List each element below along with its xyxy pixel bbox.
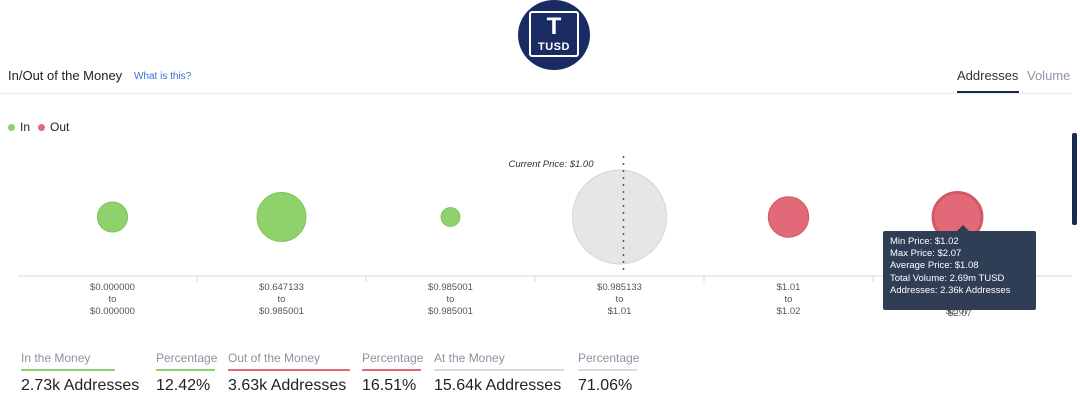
bucket-tooltip: Min Price: $1.02 Max Price: $2.07 Averag… <box>883 231 1036 310</box>
stat-at-percentage: Percentage 71.06% <box>578 351 639 395</box>
tooltip-addresses: Addresses: 2.36k Addresses <box>890 284 1011 296</box>
stat-in-percentage-label: Percentage <box>156 351 217 371</box>
tooltip-arrow <box>957 225 969 231</box>
stat-at-percentage-label: Percentage <box>578 351 639 371</box>
legend-out-label: Out <box>50 120 70 134</box>
bucket-6-to-visible: $2.07 <box>948 308 972 319</box>
stat-out-percentage-label: Percentage <box>362 351 423 371</box>
bucket-to-word: to <box>785 294 793 305</box>
legend-item-in[interactable]: In <box>8 120 30 134</box>
what-is-this-link[interactable]: What is this? <box>134 71 192 82</box>
bubble-at <box>572 169 667 265</box>
bucket-to-word: to <box>278 294 286 305</box>
stat-out-percentage-value: 16.51% <box>362 377 417 394</box>
stat-out-of-the-money-label: Out of the Money <box>228 351 350 371</box>
bucket-to-word: to <box>447 294 455 305</box>
legend-item-out[interactable]: Out <box>38 120 69 134</box>
stat-in-the-money-value: 2.73k Addresses <box>21 377 140 394</box>
legend-out-dot <box>38 123 46 131</box>
bucket-to-label: $1.02 <box>777 306 801 317</box>
tab-addresses[interactable]: Addresses <box>957 68 1019 83</box>
bucket-to-label: $0.985001 <box>428 306 473 317</box>
bubble-in <box>96 201 129 233</box>
page-title: In/Out of the Money <box>8 68 123 83</box>
logo-mark: T TUSD <box>529 11 579 57</box>
legend-in-dot <box>8 123 15 131</box>
scrollbar[interactable] <box>1072 133 1077 225</box>
logo-text: TUSD <box>538 41 570 53</box>
chart-legend: In Out <box>8 120 77 134</box>
stat-out-percentage: Percentage 16.51% <box>362 351 423 395</box>
stat-out-of-the-money-value: 3.63k Addresses <box>228 377 347 394</box>
bucket-from-label: $0.985133 <box>597 282 642 293</box>
stat-in-percentage: Percentage 12.42% <box>156 351 217 395</box>
bucket-to-word: to <box>616 294 624 305</box>
header-divider <box>0 93 1072 94</box>
current-price-annotation: Current Price: $1.00 <box>508 159 594 170</box>
stat-in-the-money-label: In the Money <box>21 351 115 371</box>
bucket-from-label: $1.01 <box>777 282 801 293</box>
tooltip-average-price: Average Price: $1.08 <box>890 260 979 272</box>
bucket-to-label: $1.01 <box>608 306 632 317</box>
bucket-to-label: $0.985001 <box>259 306 304 317</box>
tooltip-max-price: Max Price: $2.07 <box>890 248 962 260</box>
tab-volume[interactable]: Volume <box>1027 68 1071 83</box>
bubble-in <box>256 192 307 242</box>
bucket-from-label: $0.647133 <box>259 282 304 293</box>
in-out-money-chart: $0.000000to$0.000000$0.647133to$0.985001… <box>18 156 1072 317</box>
tooltip-min-price: Min Price: $1.02 <box>890 236 959 247</box>
stat-at-the-money: At the Money 15.64k Addresses <box>434 351 564 395</box>
bucket-to-word: to <box>109 294 117 305</box>
stat-in-the-money: In the Money 2.73k Addresses <box>21 351 140 395</box>
bucket-from-label: $0.985001 <box>428 282 473 293</box>
active-tab-indicator <box>957 91 1019 93</box>
tooltip-total-volume: Total Volume: 2.69m TUSD <box>890 272 1005 284</box>
bubble-in <box>440 207 461 227</box>
bubble-out <box>767 196 810 238</box>
bucket-to-label: $0.000000 <box>90 306 135 317</box>
stat-at-the-money-value: 15.64k Addresses <box>434 377 562 394</box>
bucket-from-label: $0.000000 <box>90 282 135 293</box>
logo-letter: T <box>546 13 562 40</box>
bucket-to-label: $2.07 <box>946 306 970 317</box>
stat-in-percentage-value: 12.42% <box>156 377 211 394</box>
stat-at-the-money-label: At the Money <box>434 351 564 371</box>
stat-at-percentage-value: 71.06% <box>578 377 633 394</box>
tusd-logo: T TUSD <box>518 0 590 70</box>
stat-out-of-the-money: Out of the Money 3.63k Addresses <box>228 351 350 395</box>
legend-in-label: In <box>20 120 31 134</box>
